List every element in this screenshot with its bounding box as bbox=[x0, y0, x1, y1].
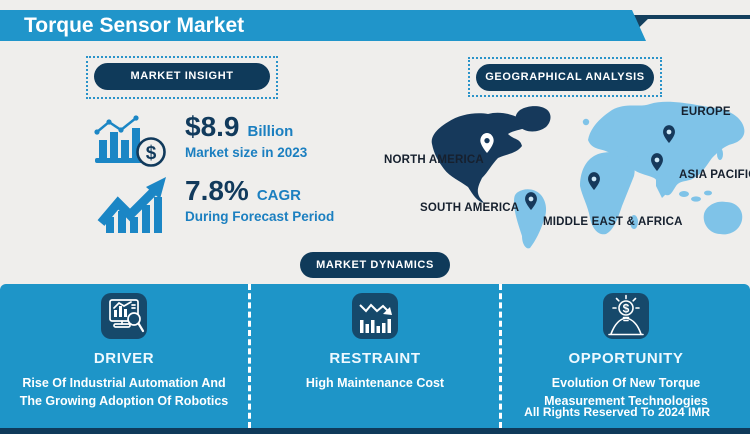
market-size-stat: $8.9 Billion Market size in 2023 bbox=[185, 111, 308, 161]
page-title: Torque Sensor Market bbox=[0, 10, 646, 41]
cagr-unit: CAGR bbox=[256, 187, 301, 204]
growth-arrow-icon bbox=[97, 177, 166, 233]
restraint-description: High Maintenance Cost bbox=[305, 376, 445, 390]
market-dynamics-badge: MARKET DYNAMICS bbox=[300, 252, 450, 278]
market-size-unit: Billion bbox=[247, 123, 294, 140]
market-insight-badge-box: MARKET INSIGHT bbox=[86, 56, 278, 99]
region-label-asia-pacific: ASIA PACIFIC bbox=[679, 169, 750, 181]
driver-title: DRIVER bbox=[93, 350, 155, 367]
region-label-north-america: NORTH AMERICA bbox=[384, 154, 484, 166]
geographical-analysis-badge: GEOGRAPHICAL ANALYSIS bbox=[476, 64, 654, 91]
cagr-value: 7.8% bbox=[185, 175, 249, 206]
pin-north-america bbox=[480, 133, 494, 153]
bar-chart-dollar-icon: $ bbox=[94, 115, 166, 167]
region-label-south-america: SOUTH AMERICA bbox=[420, 202, 520, 214]
idea-bulb-dollar-icon: $ bbox=[603, 293, 649, 339]
geographical-analysis-badge-box: GEOGRAPHICAL ANALYSIS bbox=[468, 57, 662, 97]
pin-middle-east-africa bbox=[588, 172, 600, 190]
pin-south-america bbox=[525, 192, 537, 210]
declining-chart-arrow-icon bbox=[352, 293, 398, 339]
market-size-caption: Market size in 2023 bbox=[185, 145, 308, 160]
driver-description: Rise Of Industrial Automation And The Gr… bbox=[19, 376, 229, 409]
copyright-text: All Rights Reserved To 2024 IMR bbox=[524, 405, 710, 419]
market-size-value: $8.9 bbox=[185, 111, 240, 142]
world-map bbox=[431, 101, 745, 249]
bulb-dollar-glyph: $ bbox=[623, 302, 630, 316]
region-label-europe: EUROPE bbox=[681, 106, 731, 118]
restraint-column: RESTRAINT High Maintenance Cost bbox=[248, 284, 499, 428]
cagr-caption: During Forecast Period bbox=[185, 209, 335, 224]
restraint-title: RESTRAINT bbox=[329, 350, 421, 367]
market-insight-badge: MARKET INSIGHT bbox=[94, 63, 270, 90]
opportunity-column: $ OPPORTUNITY Evolution Of New Torque Me… bbox=[499, 284, 750, 428]
header-ribbon-line bbox=[600, 15, 750, 19]
pin-asia-pacific bbox=[651, 153, 663, 171]
pin-europe bbox=[663, 125, 675, 143]
dollar-glyph: $ bbox=[146, 143, 157, 164]
market-dynamics-section: DRIVER Rise Of Industrial Automation And… bbox=[0, 284, 750, 428]
cagr-stat: 7.8% CAGR During Forecast Period bbox=[185, 175, 335, 225]
footer-strip bbox=[0, 428, 750, 434]
driver-column: DRIVER Rise Of Industrial Automation And… bbox=[0, 284, 248, 428]
monitor-analytics-magnifier-icon bbox=[101, 293, 147, 339]
opportunity-title: OPPORTUNITY bbox=[568, 350, 684, 367]
region-label-middle-east-africa: MIDDLE EAST & AFRICA bbox=[543, 216, 683, 228]
opportunity-description: Evolution Of New Torque Measurement Tech… bbox=[544, 376, 708, 409]
